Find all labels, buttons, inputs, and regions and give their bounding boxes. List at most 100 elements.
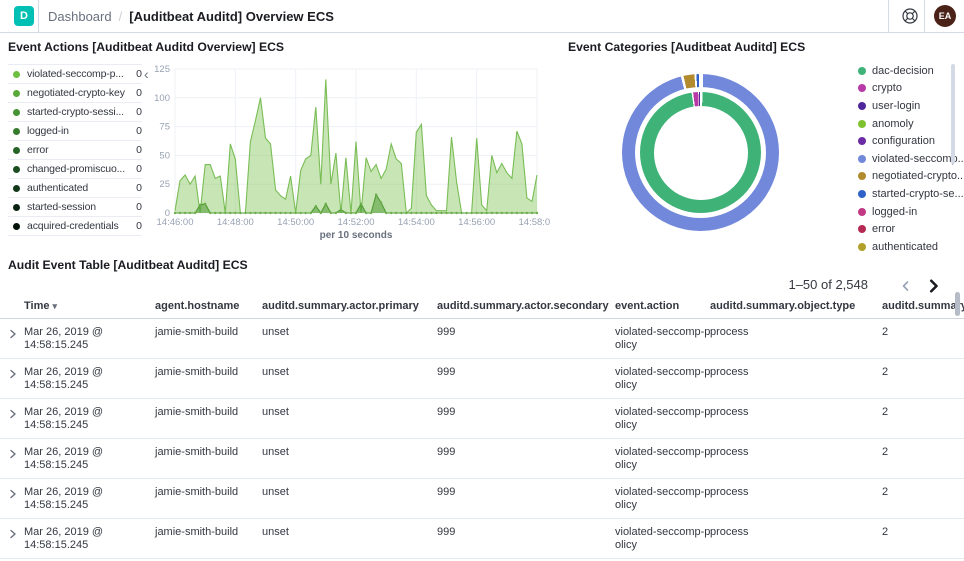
legend-label: started-crypto-sessi... [27, 106, 124, 118]
breadcrumb: Dashboard / [Auditbeat Auditd] Overview … [48, 0, 334, 32]
legend-item-acquired-credentials[interactable]: acquired-credentials 0 [8, 217, 142, 236]
cell-object-type: process [710, 526, 749, 538]
table-row: Mar 26, 2019 @ 14:58:15.245 jamie-smith-b… [0, 359, 964, 399]
legend-item-negotiated-crypto-key[interactable]: negotiated-crypto-key 0 [8, 84, 142, 103]
legend-swatch [858, 101, 866, 110]
legend-item-started-crypto-se[interactable]: started-crypto-se... [858, 185, 964, 203]
legend-label: changed-promiscuo... [27, 163, 125, 175]
table-row: Mar 26, 2019 @ 14:58:15.245 jamie-smith-b… [0, 319, 964, 359]
legend-label: violated-seccomp-p... [27, 68, 124, 80]
cell-summary: 2 [882, 366, 889, 378]
table-row: Mar 26, 2019 @ 14:58:15.245 jamie-smith-b… [0, 519, 964, 559]
table-row: Mar 26, 2019 @ 14:58:15.245 jamie-smith-b… [0, 439, 964, 479]
legend-value: 0 [136, 163, 142, 175]
legend-swatch [13, 146, 20, 154]
legend-value: 0 [136, 144, 142, 156]
cell-action: violated-seccomp-policy [615, 406, 711, 431]
legend-item-logged-in[interactable]: logged-in [858, 203, 950, 221]
legend-item-violated-seccomp-p[interactable]: violated-seccomp-p... 0 [8, 65, 142, 84]
legend-item-authenticated[interactable]: authenticated [858, 238, 950, 256]
chevron-right-icon [10, 369, 16, 379]
cell-time: Mar 26, 2019 @ 14:58:15.245 [24, 326, 104, 351]
legend-scrollbar[interactable] [951, 64, 955, 164]
svg-text:25: 25 [159, 179, 170, 190]
cell-action: violated-seccomp-policy [615, 326, 711, 351]
legend-item-violated-seccomp[interactable]: violated-seccomp... [858, 150, 964, 168]
legend-item-crypto[interactable]: crypto [858, 80, 950, 98]
svg-text:14:58:00: 14:58:00 [519, 217, 550, 228]
user-avatar[interactable]: EA [934, 5, 956, 27]
cell-action: violated-seccomp-policy [615, 446, 711, 471]
row-expand-button[interactable] [7, 527, 19, 539]
legend-item-error[interactable]: error [858, 220, 950, 238]
row-expand-button[interactable] [7, 367, 19, 379]
legend-label: error [872, 223, 896, 236]
kibana-logo[interactable]: D [14, 6, 34, 26]
audit-table-body: Mar 26, 2019 @ 14:58:15.245 jamie-smith-b… [0, 319, 964, 559]
cell-actor-secondary: 999 [437, 406, 456, 418]
legend-label: started-crypto-se... [872, 187, 964, 200]
cell-time: Mar 26, 2019 @ 14:58:15.245 [24, 486, 104, 511]
legend-label: violated-seccomp... [872, 152, 964, 165]
legend-swatch [13, 70, 20, 78]
legend-item-anomoly[interactable]: anomoly [858, 115, 950, 133]
event-categories-legend: dac-decision crypto user-login anomoly confi… [858, 62, 964, 256]
legend-value: 0 [136, 125, 142, 137]
cell-summary: 2 [882, 446, 889, 458]
legend-label: anomoly [872, 117, 914, 130]
legend-label: logged-in [872, 205, 918, 218]
row-expand-button[interactable] [7, 407, 19, 419]
cell-time: Mar 26, 2019 @ 14:58:15.245 [24, 526, 104, 551]
cell-object-type: process [710, 326, 749, 338]
cell-actor-primary: unset [262, 366, 289, 378]
cell-action: violated-seccomp-policy [615, 486, 711, 511]
legend-item-started-crypto-sessi[interactable]: started-crypto-sessi... 0 [8, 103, 142, 122]
legend-item-started-session[interactable]: started-session 0 [8, 198, 142, 217]
cell-object-type: process [710, 406, 749, 418]
column-header-time[interactable]: Time ▾ [24, 300, 58, 312]
cell-action: violated-seccomp-policy [615, 526, 711, 551]
table-row: Mar 26, 2019 @ 14:58:15.245 jamie-smith-b… [0, 479, 964, 519]
svg-text:125: 125 [154, 64, 170, 75]
chevron-right-icon [929, 279, 938, 293]
help-button[interactable] [901, 7, 919, 25]
pagination-prev-button[interactable] [895, 275, 917, 297]
column-header-auditd-summary-actor-primary: auditd.summary.actor.primary [262, 300, 419, 312]
event-categories-donut-chart[interactable] [622, 74, 779, 231]
svg-text:100: 100 [154, 93, 170, 104]
cell-object-type: process [710, 486, 749, 498]
row-expand-button[interactable] [7, 327, 19, 339]
breadcrumb-dashboard[interactable]: Dashboard [48, 8, 112, 24]
legend-value: 0 [136, 201, 142, 213]
event-actions-panel-title: Event Actions [Auditbeat Auditd Overview… [8, 40, 285, 54]
event-actions-area-chart[interactable]: 0 25 50 75 100 125 14:46:00 14:48:00 14:50:00 14:… [150, 60, 555, 245]
pagination-next-button[interactable] [922, 275, 944, 297]
table-scrollbar[interactable] [955, 292, 960, 316]
audit-table-panel-title: Audit Event Table [Auditbeat Auditd] ECS [8, 258, 248, 272]
legend-swatch [858, 154, 866, 163]
breadcrumb-separator: / [118, 8, 123, 24]
event-categories-panel-title: Event Categories [Auditbeat Auditd] ECS [568, 40, 806, 54]
cell-object-type: process [710, 446, 749, 458]
cell-actor-secondary: 999 [437, 526, 456, 538]
legend-item-changed-promiscuo[interactable]: changed-promiscuo... 0 [8, 160, 142, 179]
cell-summary: 2 [882, 406, 889, 418]
legend-item-dac-decision[interactable]: dac-decision [858, 62, 950, 80]
cell-summary: 2 [882, 326, 889, 338]
row-expand-button[interactable] [7, 447, 19, 459]
legend-label: error [27, 144, 49, 156]
legend-item-configuration[interactable]: configuration [858, 132, 950, 150]
legend-item-negotiated-crypto[interactable]: negotiated-crypto... [858, 168, 964, 186]
audit-table-header: Time ▾ agent.hostname auditd.summary.actor.… [0, 300, 964, 319]
legend-item-logged-in[interactable]: logged-in 0 [8, 122, 142, 141]
chevron-right-icon [10, 329, 16, 339]
legend-item-authenticated[interactable]: authenticated 0 [8, 179, 142, 198]
svg-text:14:48:00: 14:48:00 [217, 217, 254, 228]
row-expand-button[interactable] [7, 487, 19, 499]
legend-item-error[interactable]: error 0 [8, 141, 142, 160]
cell-actor-primary: unset [262, 406, 289, 418]
cell-time: Mar 26, 2019 @ 14:58:15.245 [24, 406, 104, 431]
legend-collapse-icon[interactable]: ‹ [144, 66, 149, 82]
legend-swatch [858, 172, 866, 181]
legend-item-user-login[interactable]: user-login [858, 97, 950, 115]
